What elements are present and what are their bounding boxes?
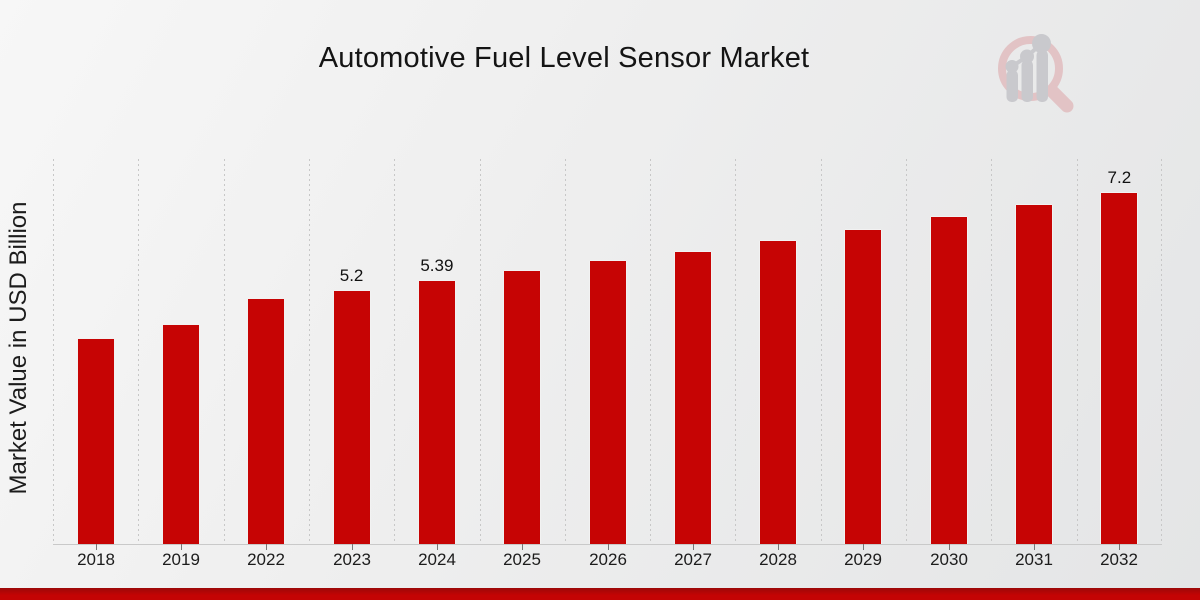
x-axis-tick [96,544,97,550]
vertical-gridline [565,159,566,544]
logo-trend-dot-1 [1005,60,1019,73]
x-axis-tick [778,544,779,550]
bar-2023 [334,291,370,544]
bar-2019 [163,325,199,544]
x-axis-tick [181,544,182,550]
vertical-gridline [1161,159,1162,544]
logo-bar-medium [1021,60,1033,102]
x-axis-tick [266,544,267,550]
bar-2030 [931,217,967,544]
y-axis-label: Market Value in USD Billion [5,201,32,495]
bar-2029 [845,230,881,544]
bar-2032 [1101,193,1137,544]
vertical-gridline [53,159,54,544]
vertical-gridline [1077,159,1078,544]
logo-bar-tall [1036,50,1048,102]
bar-2026 [590,261,626,544]
x-axis-tick-label-2018: 2018 [77,550,115,569]
bar-2028 [760,241,796,544]
vertical-gridline [735,159,736,544]
x-axis-tick-label-2032: 2032 [1100,550,1138,569]
vertical-gridline [991,159,992,544]
bottom-ribbon [0,588,1200,600]
x-axis-tick [522,544,523,550]
vertical-gridline [821,159,822,544]
logo-trend-dot-3 [1032,34,1051,53]
x-axis-tick-label-2029: 2029 [844,550,882,569]
vertical-gridline [650,159,651,544]
x-axis-tick [863,544,864,550]
x-axis-tick [608,544,609,550]
bar-2022 [248,299,284,544]
bar-value-label-2032: 7.2 [1107,168,1132,187]
vertical-gridline [906,159,907,544]
bar-2027 [675,252,711,544]
x-axis-tick [437,544,438,550]
vertical-gridline [309,159,310,544]
logo-bar-small [1006,70,1018,102]
x-axis-tick-label-2025: 2025 [503,550,541,569]
vertical-gridline [138,159,139,544]
x-axis-tick-label-2030: 2030 [930,550,968,569]
bar-2018 [78,339,114,544]
vertical-gridline [480,159,481,544]
x-axis-tick [693,544,694,550]
bar-value-label-2023: 5.2 [339,266,364,285]
chart-title: Automotive Fuel Level Sensor Market [318,42,810,74]
x-axis-tick [1119,544,1120,550]
plot-area: 5.2 5.39 7.2 [53,159,1162,545]
logo-magnifier-handle [1045,84,1074,113]
x-axis-tick-label-2031: 2031 [1015,550,1053,569]
logo-trend-dot-2 [1020,49,1034,64]
x-axis-tick-label-2028: 2028 [759,550,797,569]
x-axis-tick-label-2024: 2024 [418,550,456,569]
x-axis-tick [949,544,950,550]
x-axis-tick-label-2026: 2026 [589,550,627,569]
x-axis-tick [352,544,353,550]
brand-magnifier-chart-icon [998,34,1074,113]
x-axis-tick-label-2022: 2022 [247,550,285,569]
bar-2025 [504,271,540,544]
bar-value-label-2024: 5.39 [420,256,454,275]
vertical-gridline [394,159,395,544]
bar-2024 [419,281,455,544]
x-axis-tick-label-2023: 2023 [333,550,371,569]
x-axis-tick-label-2019: 2019 [162,550,200,569]
bar-2031 [1016,205,1052,544]
x-axis-tick [1034,544,1035,550]
x-axis-tick-label-2027: 2027 [674,550,712,569]
vertical-gridline [224,159,225,544]
